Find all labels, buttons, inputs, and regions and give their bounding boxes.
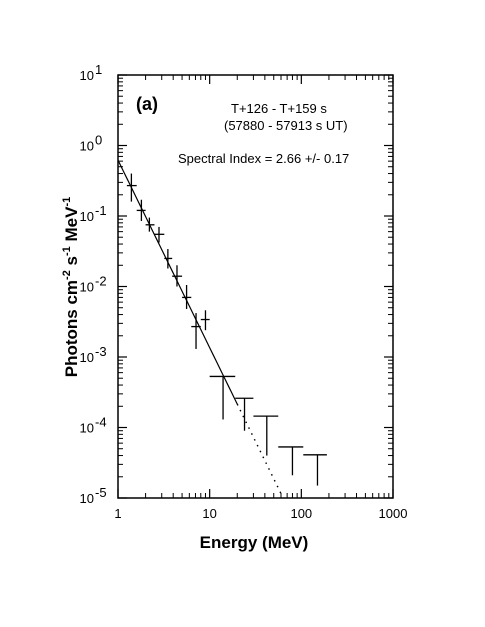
y-tick-exponent: 0 [95, 133, 102, 148]
y-tick-exponent: -3 [95, 344, 107, 359]
upper-limit [303, 454, 327, 486]
panel-label: (a) [136, 94, 158, 114]
ut-range-annotation: (57880 - 57913 s UT) [224, 118, 348, 133]
y-tick-label: 10 [80, 280, 94, 295]
x-tick-label: 10 [202, 506, 216, 521]
data-points [126, 173, 210, 349]
y-tick-label: 10 [80, 350, 94, 365]
plot-frame [117, 74, 394, 499]
y-tick-exponent: 1 [95, 62, 102, 77]
y-tick-label: 10 [80, 68, 94, 83]
x-tick-labels: 1 10 100 1000 [114, 506, 407, 521]
y-tick-exponent: -5 [95, 485, 107, 500]
axis-ticks [117, 74, 394, 499]
x-axis-label: Energy (MeV) [200, 533, 309, 552]
y-axis-label: Photons cm-2 s-1 MeV-1 [61, 197, 81, 378]
time-range-annotation: T+126 - T+159 s [231, 101, 327, 116]
y-tick-exponent: -1 [95, 203, 107, 218]
data-point [182, 285, 192, 309]
y-tick-label: 10 [80, 139, 94, 154]
data-point [164, 249, 173, 269]
x-tick-label: 1000 [379, 506, 408, 521]
upper-limit [278, 446, 304, 476]
upper-limit [235, 397, 254, 431]
data-point [145, 217, 155, 232]
data-point [172, 265, 183, 287]
y-tick-exponent: -4 [95, 415, 107, 430]
data-point [191, 313, 201, 349]
data-point [154, 226, 165, 243]
y-tick-exponent: -2 [95, 274, 107, 289]
data-point [136, 199, 146, 221]
y-tick-label: 10 [80, 421, 94, 436]
power-law-extrapolation-line [236, 403, 283, 497]
spectral-index-annotation: Spectral Index = 2.66 +/- 0.17 [178, 151, 349, 166]
y-tick-label: 10 [80, 491, 94, 506]
x-tick-label: 1 [114, 506, 121, 521]
data-point [200, 310, 210, 331]
upper-limit [253, 415, 279, 456]
data-point [126, 173, 137, 202]
upper-limit [209, 375, 236, 420]
y-tick-label: 10 [80, 209, 94, 224]
x-tick-label: 100 [290, 506, 312, 521]
upper-limits [209, 375, 327, 486]
